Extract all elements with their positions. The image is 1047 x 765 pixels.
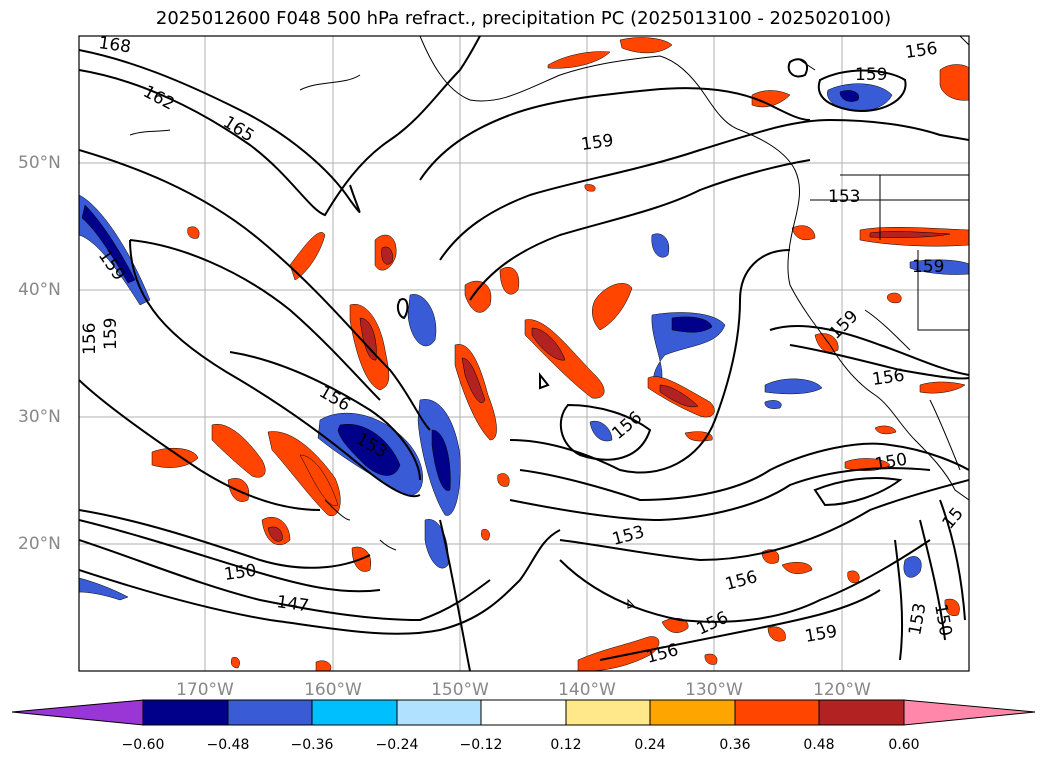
contour-label: 156 bbox=[871, 366, 906, 390]
colorbar bbox=[11, 699, 1036, 726]
lon-label: 120°W bbox=[813, 680, 871, 700]
lon-label: 140°W bbox=[558, 680, 616, 700]
negative-anomaly-fills bbox=[79, 83, 969, 601]
contour-label: 159 bbox=[580, 131, 615, 155]
colorbar-tick-label: 0.12 bbox=[550, 737, 582, 753]
colorbar-segment bbox=[734, 699, 820, 726]
colorbar-tick-label: −0.36 bbox=[290, 737, 334, 753]
colorbar-segment bbox=[311, 699, 398, 726]
coastlines bbox=[129, 36, 969, 609]
map-title: 2025012600 F048 500 hPa refract., precip… bbox=[155, 8, 892, 29]
positive-anomaly-fills bbox=[151, 37, 969, 671]
contour-label: 159 bbox=[912, 257, 944, 277]
gridlines bbox=[79, 36, 969, 671]
colorbar-tick-label: 0.48 bbox=[803, 737, 835, 753]
lat-label: 50°N bbox=[18, 153, 61, 173]
colorbar-tick-label: −0.48 bbox=[206, 737, 250, 753]
colorbar-segment bbox=[649, 699, 736, 726]
colorbar-tick-label: 0.24 bbox=[634, 737, 666, 753]
colorbar-segment bbox=[565, 699, 651, 726]
contour-label: 156 bbox=[80, 323, 100, 355]
contour-label-group: 168 162 165 159 156 159 159 156 153 159 … bbox=[80, 33, 968, 668]
contour-label: 150 bbox=[223, 561, 258, 585]
lon-label: 130°W bbox=[685, 680, 743, 700]
colorbar-tick-label: −0.12 bbox=[459, 737, 503, 753]
colorbar-lower-arrow bbox=[11, 699, 144, 726]
contour-label: 147 bbox=[275, 592, 310, 616]
colorbar-tick-label: 0.36 bbox=[719, 737, 751, 753]
lat-label: 20°N bbox=[18, 534, 61, 554]
lat-label: 30°N bbox=[18, 407, 61, 427]
colorbar-tick-label: −0.60 bbox=[121, 737, 165, 753]
lat-label: 40°N bbox=[18, 280, 61, 300]
colorbar-tick-label: 0.60 bbox=[888, 737, 920, 753]
colorbar-segment bbox=[396, 699, 482, 726]
colorbar-segment bbox=[818, 699, 905, 726]
colorbar-upper-arrow bbox=[903, 699, 1036, 726]
colorbar-segment bbox=[227, 699, 313, 726]
contour-label: 153 bbox=[828, 187, 860, 207]
height-contours bbox=[79, 36, 969, 671]
lon-label: 150°W bbox=[431, 680, 489, 700]
colorbar-segment bbox=[142, 699, 229, 726]
map-panel: 168 162 165 159 156 159 159 156 153 159 … bbox=[78, 33, 970, 672]
colorbar-segment bbox=[480, 699, 567, 726]
map-frame bbox=[78, 35, 970, 672]
lon-label: 160°W bbox=[304, 680, 362, 700]
contour-label: 159 bbox=[101, 318, 121, 350]
colorbar-tick-label: −0.24 bbox=[375, 737, 419, 753]
contour-label: 159 bbox=[855, 65, 887, 85]
contour-label: 156 bbox=[904, 39, 939, 63]
lon-label: 170°W bbox=[176, 680, 234, 700]
contour-label: 168 bbox=[97, 33, 132, 57]
